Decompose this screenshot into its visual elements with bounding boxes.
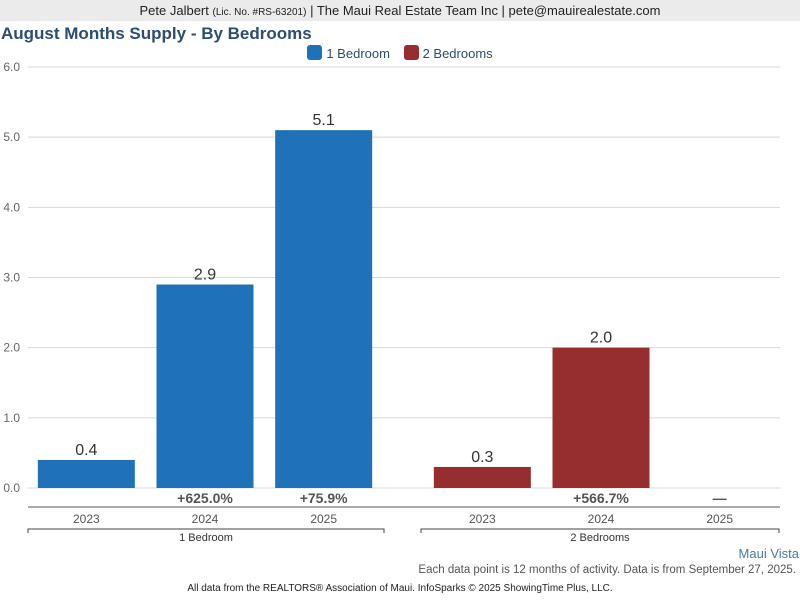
bar-2-bedrooms-2023 — [433, 466, 531, 488]
y-tick-label: 2.0 — [3, 341, 20, 355]
bar-1-bedroom-2025 — [275, 130, 373, 488]
x-tick-label: 2023 — [469, 512, 496, 526]
y-tick-label: 1.0 — [3, 411, 20, 425]
percent-change-label: — — [713, 490, 727, 506]
legend-swatch-2-bedrooms — [403, 45, 419, 60]
x-tick-label: 2025 — [706, 512, 733, 526]
agent-name: Pete Jalbert — [139, 3, 209, 18]
data-credit: All data from the REALTORS® Association … — [187, 583, 613, 594]
bar-2-bedrooms-2024 — [552, 347, 650, 488]
x-tick-label: 2023 — [73, 512, 100, 526]
group-label: 2 Bedrooms — [570, 532, 630, 544]
bar-value-label: 0.3 — [471, 449, 493, 466]
agent-header-bar: Pete Jalbert (Lic. No. #RS-63201) | The … — [0, 0, 800, 21]
bar-value-label: 0.4 — [75, 442, 97, 459]
bar-value-label: 5.1 — [313, 112, 335, 129]
legend-label: 2 Bedrooms — [422, 46, 493, 61]
agent-contact: | The Maui Real Estate Team Inc | pete@m… — [310, 3, 661, 18]
group-label: 1 Bedroom — [179, 532, 233, 544]
legend-item-2-bedrooms[interactable]: 2 Bedrooms — [403, 45, 493, 61]
legend-label: 1 Bedroom — [326, 46, 390, 61]
bar-1-bedroom-2023 — [37, 459, 135, 488]
chart-legend: 1 Bedroom 2 Bedrooms — [0, 45, 800, 61]
y-tick-label: 5.0 — [3, 130, 20, 144]
group-bracket — [27, 528, 385, 533]
y-tick-label: 4.0 — [3, 200, 20, 214]
y-tick-label: 0.0 — [3, 481, 20, 495]
bar-chart: 0.0 1.0 2.0 3.0 4.0 5.0 6.0 0.4 2023 2.9 +625.0% 20… — [3, 60, 780, 544]
bar-1-bedroom-2024 — [156, 284, 254, 488]
percent-change-label: +566.7% — [573, 490, 629, 506]
x-tick-label: 2024 — [192, 512, 219, 526]
chart-title: August Months Supply - By Bedrooms — [1, 24, 312, 43]
percent-change-label: +75.9% — [300, 490, 348, 506]
bar-value-label: 2.0 — [590, 330, 612, 347]
legend-swatch-1-bedroom — [307, 45, 323, 60]
bar-value-label: 2.9 — [194, 267, 216, 284]
y-tick-label: 3.0 — [3, 271, 20, 285]
y-tick-label: 6.0 — [3, 60, 20, 74]
legend-item-1-bedroom[interactable]: 1 Bedroom — [307, 45, 390, 61]
x-tick-label: 2024 — [588, 512, 615, 526]
license-number: (Lic. No. #RS-63201) — [212, 7, 307, 18]
percent-change-label: +625.0% — [177, 490, 233, 506]
group-bracket — [420, 528, 780, 533]
area-link-maui-vista[interactable]: Maui Vista — [738, 546, 799, 561]
data-note: Each data point is 12 months of activity… — [418, 564, 796, 576]
x-tick-label: 2025 — [310, 512, 337, 526]
